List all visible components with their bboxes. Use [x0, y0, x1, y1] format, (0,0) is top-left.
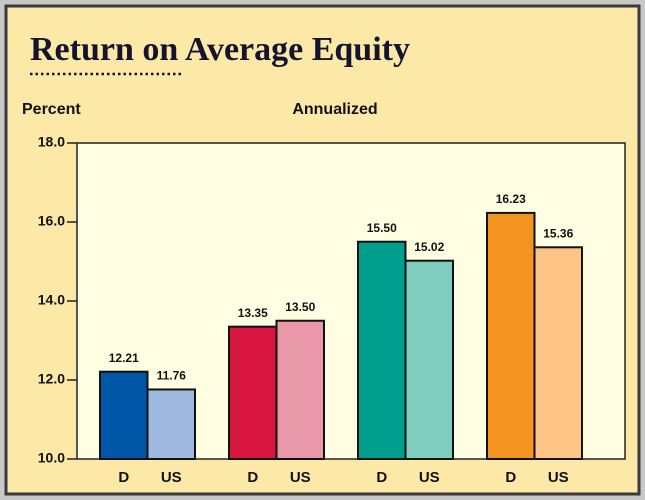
y-tick-label: 12.0 [38, 371, 65, 387]
y-tick-label: 16.0 [38, 213, 65, 229]
y-tick-label: 10.0 [38, 450, 65, 466]
bar [357, 240, 407, 460]
bar [146, 388, 196, 461]
value-label: 11.76 [157, 369, 187, 383]
value-label: 13.50 [285, 300, 315, 314]
y-tick-label: 14.0 [38, 292, 65, 308]
bar [486, 211, 536, 460]
bar [275, 319, 325, 460]
x-tick-label: US [548, 469, 569, 486]
subtitle: Annualized [292, 101, 377, 118]
bar [228, 325, 278, 460]
x-tick-label: D [118, 469, 129, 486]
x-tick-label: US [161, 469, 182, 486]
bar [533, 246, 583, 460]
value-label: 12.21 [109, 351, 139, 365]
value-label: 16.23 [496, 192, 526, 206]
y-tick-label: 18.0 [38, 134, 65, 150]
bar [404, 259, 454, 460]
value-label: 15.36 [543, 226, 573, 240]
value-label: 13.35 [238, 306, 268, 320]
value-label: 15.02 [414, 240, 444, 254]
x-tick-label: US [290, 469, 311, 486]
x-tick-label: US [419, 469, 440, 486]
y-axis-label: Percent [22, 101, 81, 118]
value-label: 15.50 [367, 221, 397, 235]
x-tick-label: D [505, 469, 516, 486]
x-tick-label: D [376, 469, 387, 486]
bar [99, 370, 149, 460]
x-tick-label: D [247, 469, 258, 486]
chart-title: Return on Average Equity [30, 31, 410, 68]
